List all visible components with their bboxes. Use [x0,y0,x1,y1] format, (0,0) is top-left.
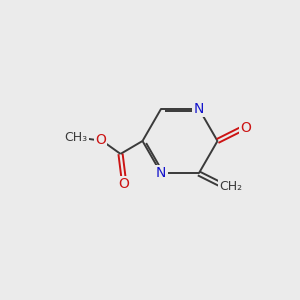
Text: O: O [240,121,251,135]
Text: N: N [194,101,204,116]
Text: O: O [119,177,130,191]
Text: CH₃: CH₃ [64,131,88,144]
Text: CH₂: CH₂ [219,180,242,193]
Text: N: N [156,167,166,181]
Text: O: O [95,133,106,147]
